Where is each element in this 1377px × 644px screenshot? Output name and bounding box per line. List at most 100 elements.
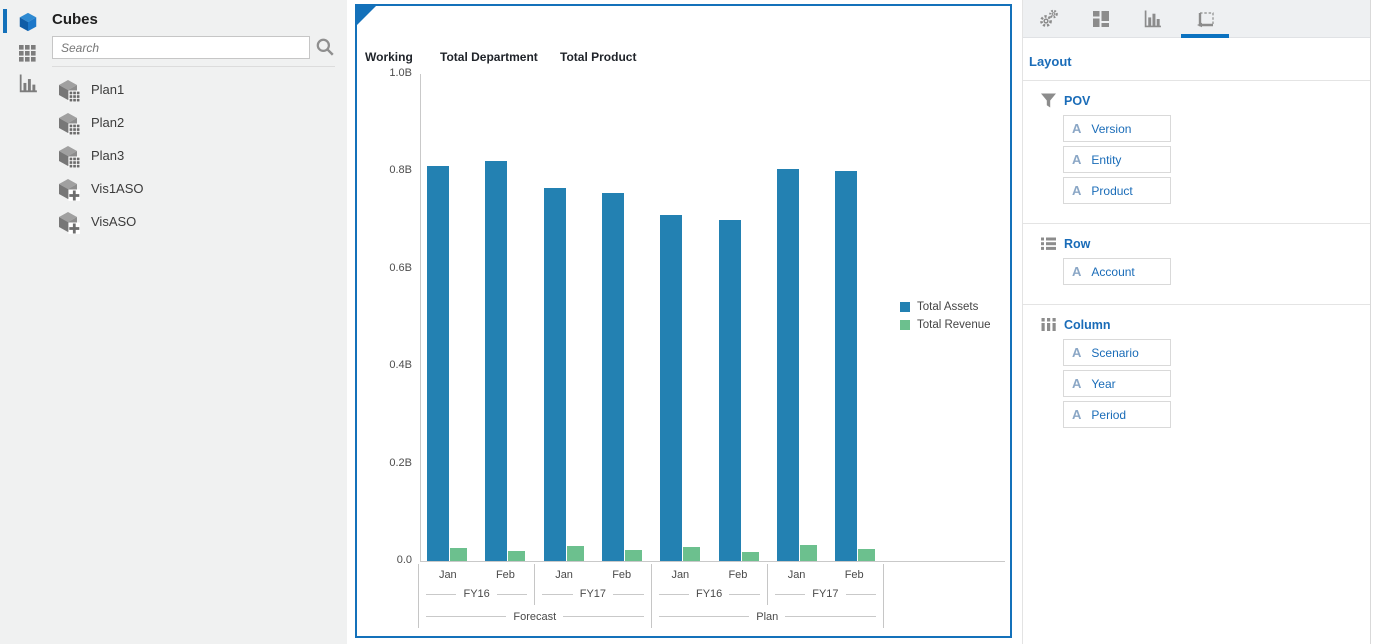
cube-item-label: Plan2 (91, 115, 125, 130)
blocks-icon (1092, 10, 1110, 28)
cube-icon[interactable] (15, 9, 41, 35)
bar-total-revenue[interactable] (508, 550, 526, 561)
x-tick-label-scenario: Plan (652, 605, 884, 628)
bar-total-assets[interactable] (601, 192, 624, 561)
bar-total-revenue[interactable] (858, 549, 876, 561)
bar-chart-icon[interactable] (15, 70, 41, 96)
dimension-chip-version[interactable]: A Version (1063, 115, 1171, 142)
y-axis-tick-label: 0.2B (389, 456, 412, 469)
divider (1023, 223, 1370, 224)
member-header-total-product[interactable]: Total Product (560, 50, 637, 64)
bar-total-assets[interactable] (718, 219, 741, 562)
period-group: Jan Feb (650, 564, 767, 583)
cube-item-label: Plan3 (91, 148, 125, 163)
bar-chart-icon (1144, 10, 1162, 28)
visualization-panel[interactable]: Working Total Department Total Product 1.0… (355, 4, 1012, 638)
dimension-chip-label: Version (1091, 121, 1132, 136)
filter-icon (1040, 92, 1057, 109)
layout-canvas-icon (1196, 10, 1215, 29)
period-group: Jan Feb (534, 564, 650, 583)
legend-swatch (900, 320, 910, 330)
dimension-chip-label: Year (1091, 376, 1116, 391)
sidebar-icon-rail (0, 0, 48, 644)
bar-total-assets[interactable] (660, 214, 683, 561)
cube-list-item[interactable]: Plan3 (52, 139, 342, 172)
bar-total-assets[interactable] (427, 166, 449, 561)
x-tick-label-year: FY17 (768, 583, 883, 605)
dimension-chip-entity[interactable]: A Entity (1063, 146, 1171, 173)
layout-section-title: Layout (1029, 54, 1072, 69)
legend-item[interactable]: Total Revenue (900, 319, 991, 331)
bar-total-revenue[interactable] (566, 545, 584, 561)
x-tick-label-year: FY16 (652, 583, 767, 605)
page-title: Cubes (52, 11, 98, 28)
member-header-working[interactable]: Working (365, 50, 413, 64)
attribute-type-icon: A (1072, 376, 1082, 391)
cube-item-label: Vis1ASO (91, 181, 144, 196)
legend-label: Total Assets (917, 301, 979, 313)
section-label: Row (1064, 236, 1091, 251)
panel-tab-blocks[interactable] (1075, 0, 1127, 38)
dimension-chip-account[interactable]: A Account (1063, 258, 1171, 285)
year-group: FY16 (650, 583, 767, 605)
panel-tab-gears[interactable] (1023, 0, 1075, 38)
member-header-total-department[interactable]: Total Department (440, 50, 538, 64)
columns-icon (1040, 316, 1057, 333)
dimension-chip-period[interactable]: A Period (1063, 401, 1171, 428)
legend-item[interactable]: Total Assets (900, 301, 991, 313)
dimension-chip-scenario[interactable]: A Scenario (1063, 339, 1171, 366)
x-tick-label-period: Jan (555, 569, 573, 581)
panel-tab-bar-chart[interactable] (1127, 0, 1179, 38)
bar-total-assets[interactable] (835, 171, 858, 561)
attribute-type-icon: A (1072, 152, 1082, 167)
layout-section-pov: POV A Version A Entity A Product (1023, 81, 1370, 223)
selected-corner-flag (357, 6, 376, 25)
x-axis-row: FY16 FY17 FY16 FY17 (418, 583, 884, 605)
plan-cube-icon (56, 78, 80, 102)
properties-panel: Layout POV A Version A Entity A Product Row A Acc… (1022, 0, 1371, 644)
bar-total-revenue[interactable] (799, 544, 817, 561)
period-group: Jan Feb (418, 564, 534, 583)
section-header: Row (1040, 235, 1370, 252)
search-icon[interactable] (315, 37, 335, 57)
gears-icon (1039, 9, 1059, 29)
y-axis-tick-label: 1.0B (389, 66, 412, 79)
x-axis-hierarchy: Jan Feb Jan Feb Jan Feb Jan Feb FY16 FY17 FY16 FY17… (418, 564, 884, 628)
x-tick-label-scenario: Forecast (419, 605, 651, 628)
bar-total-revenue[interactable] (683, 547, 701, 562)
grid-icon[interactable] (15, 41, 41, 67)
dimension-chip-label: Period (1091, 407, 1127, 422)
section-label: POV (1064, 93, 1091, 108)
section-header: POV (1040, 92, 1370, 109)
year-group: FY17 (766, 583, 884, 605)
x-tick-label-period: Feb (495, 569, 515, 581)
panel-tab-layout-canvas-selected[interactable] (1179, 0, 1231, 38)
dimension-chip-year[interactable]: A Year (1063, 370, 1171, 397)
cube-list-item[interactable]: Vis1ASO (52, 172, 342, 205)
cube-list: Plan1 Plan2 Plan3 Vis1ASO VisASO (52, 73, 342, 238)
bar-total-revenue[interactable] (741, 551, 759, 561)
year-group: FY16 (418, 583, 534, 605)
dimension-chip-product[interactable]: A Product (1063, 177, 1171, 204)
bar-total-assets[interactable] (485, 161, 508, 562)
section-label: Column (1064, 317, 1111, 332)
cubes-sidebar: Cubes Plan1 Plan2 Plan3 Vis1ASO VisASO (0, 0, 347, 644)
bar-total-assets[interactable] (543, 188, 566, 561)
x-tick-label-period: Jan (671, 569, 690, 581)
cube-list-item[interactable]: Plan2 (52, 106, 342, 139)
rows-icon (1040, 235, 1057, 252)
dimension-chip-list: A Account (1063, 258, 1370, 285)
section-header: Column (1040, 316, 1370, 333)
bar-total-revenue[interactable] (450, 547, 467, 561)
search-input[interactable] (52, 36, 310, 59)
attribute-type-icon: A (1072, 345, 1082, 360)
chart-legend: Total Assets Total Revenue (900, 301, 991, 331)
bar-total-assets[interactable] (776, 168, 799, 561)
attribute-type-icon: A (1072, 264, 1082, 279)
bar-total-revenue[interactable] (624, 549, 642, 561)
x-tick-label-period: Feb (728, 569, 748, 581)
dimension-chip-list: A Version A Entity A Product (1063, 115, 1370, 204)
cube-list-item[interactable]: VisASO (52, 205, 342, 238)
cube-list-item[interactable]: Plan1 (52, 73, 342, 106)
cube-item-label: VisASO (91, 214, 137, 229)
